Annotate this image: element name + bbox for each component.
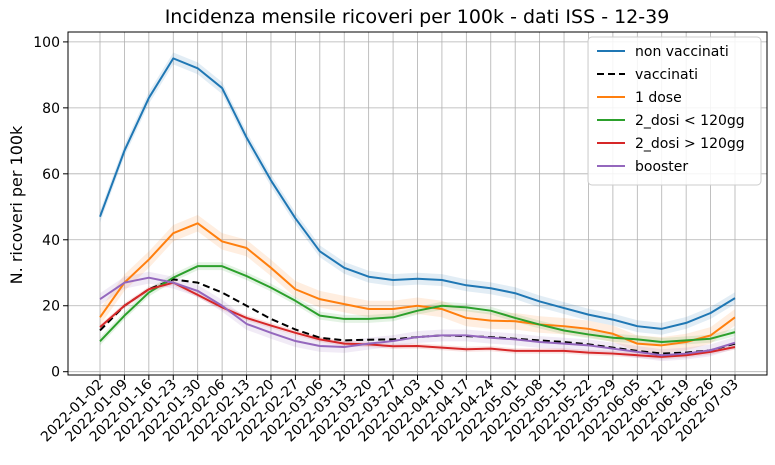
y-tick-label: 0	[51, 365, 60, 381]
line-2-dosi-120gg	[99, 281, 736, 358]
line-2-dosi-120gg	[99, 265, 736, 344]
y-tick-label: 100	[33, 35, 60, 51]
legend-label: booster	[635, 159, 688, 175]
legend-label: non vaccinati	[635, 44, 729, 60]
legend-label: 1 dose	[635, 90, 682, 106]
band-2-dosi-120gg	[100, 280, 735, 360]
line-1-dose	[99, 222, 736, 347]
series-lines	[99, 57, 736, 358]
legend: non vaccinati vaccinati 1 dose 2_dosi < 120…	[587, 36, 762, 186]
band-booster	[100, 271, 735, 362]
y-tick-label: 20	[42, 299, 60, 315]
y-tick-label: 80	[42, 101, 60, 117]
legend-label: vaccinati	[635, 67, 698, 83]
y-tick-label: 60	[42, 167, 60, 183]
legend-label: 2_dosi < 120gg	[635, 113, 745, 129]
line-booster	[99, 276, 736, 357]
y-axis-label: N. ricoveri per 100k	[7, 125, 26, 284]
line-non-vaccinati	[99, 57, 736, 330]
legend-label: 2_dosi > 120gg	[635, 136, 745, 152]
band-1-dose	[100, 215, 735, 354]
chart-title: Incidenza mensile ricoveri per 100k - da…	[165, 6, 670, 28]
y-tick-label: 40	[42, 233, 60, 249]
band-2-dosi-120gg	[100, 262, 735, 346]
legend-box	[587, 36, 762, 186]
